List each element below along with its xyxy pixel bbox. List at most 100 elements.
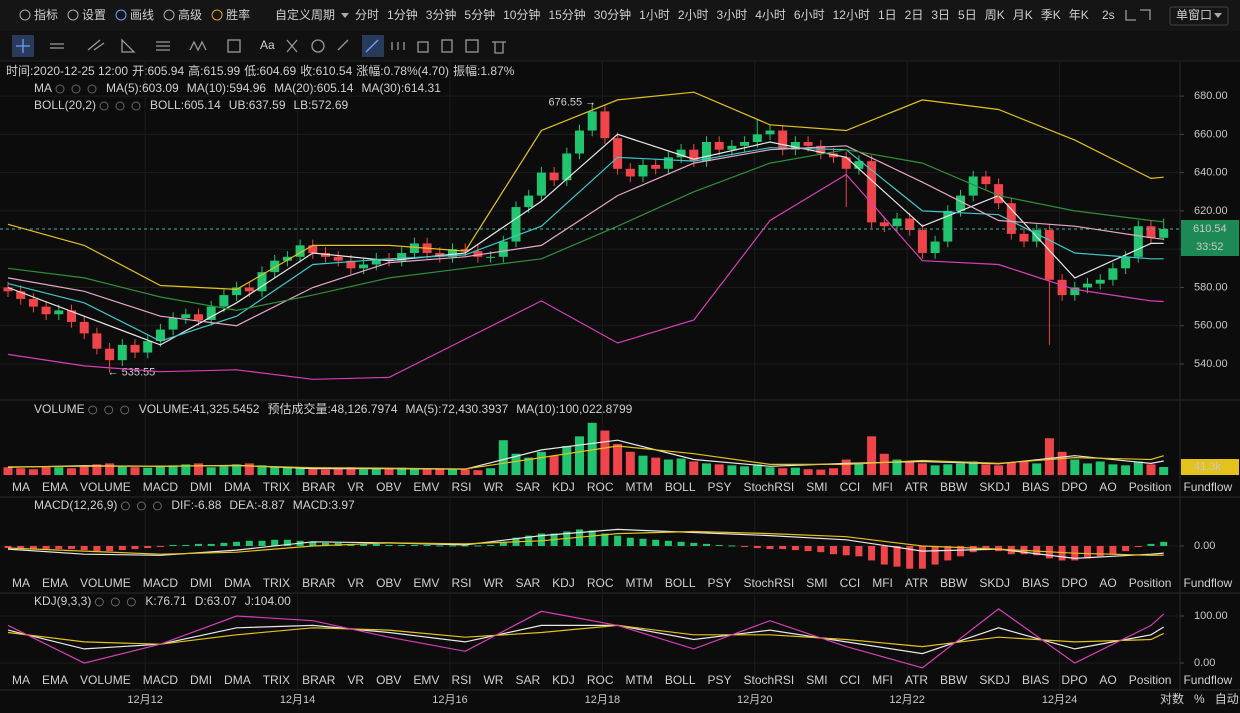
indicator-tab[interactable]: BIAS	[1022, 673, 1049, 687]
indicator-tab[interactable]: SKDJ	[979, 576, 1010, 590]
legend-icon[interactable]	[99, 101, 109, 111]
parallel-tool[interactable]	[156, 41, 170, 51]
magnet-tool[interactable]	[311, 39, 325, 53]
legend-icon[interactable]	[104, 405, 114, 415]
copy-tool[interactable]	[441, 39, 453, 53]
indicator-tab[interactable]: Position	[1129, 480, 1172, 494]
period-item[interactable]: 季K	[1041, 8, 1061, 22]
menu-item[interactable]: 设置	[82, 8, 106, 22]
indicator-tab[interactable]: BOLL	[665, 576, 696, 590]
period-item[interactable]: 10分钟	[503, 7, 540, 22]
indicator-tab[interactable]: ATR	[905, 576, 928, 590]
indicator-tab[interactable]: OBV	[376, 480, 401, 494]
indicator-tab[interactable]: TRIX	[263, 480, 290, 494]
indicator-tab[interactable]: MTM	[625, 480, 652, 494]
indicator-tab[interactable]: BOLL	[665, 673, 696, 687]
indicator-tab[interactable]: DPO	[1061, 576, 1087, 590]
trend-tool[interactable]	[87, 39, 105, 51]
indicator-tab[interactable]: StochRSI	[744, 480, 795, 494]
indicator-tab[interactable]: RSI	[451, 673, 471, 687]
indicator-tab[interactable]: Fundflow	[1183, 480, 1232, 494]
menu-icon[interactable]	[211, 9, 223, 21]
indicator-tab[interactable]: EMV	[413, 673, 439, 687]
text-tool[interactable]: Aa	[260, 38, 275, 52]
pattern-tool[interactable]	[286, 39, 298, 53]
indicator-tab[interactable]: BRAR	[302, 576, 336, 590]
indicator-tab[interactable]: DMI	[190, 576, 212, 590]
indicator-tab[interactable]: TRIX	[263, 576, 290, 590]
pen-bg[interactable]	[362, 35, 384, 57]
indicator-tab[interactable]: PSY	[708, 576, 732, 590]
axis-option[interactable]: %	[1194, 692, 1205, 706]
indicator-tab[interactable]: ROC	[587, 480, 614, 494]
indicator-tab[interactable]: WR	[483, 576, 503, 590]
refresh-rate[interactable]: 2s	[1102, 8, 1115, 22]
indicator-tab[interactable]: DMI	[190, 480, 212, 494]
crosshair-tool[interactable]	[16, 39, 30, 53]
indicator-tab[interactable]: VR	[347, 576, 364, 590]
indicator-tab[interactable]: EMA	[42, 673, 68, 687]
indicator-tab[interactable]: SAR	[515, 480, 540, 494]
menu-item[interactable]: 胜率	[226, 7, 250, 22]
dropdown-caret[interactable]	[1214, 13, 1222, 18]
indicator-tab[interactable]: BIAS	[1022, 576, 1049, 590]
legend-icon[interactable]	[126, 597, 136, 607]
legend-icon[interactable]	[71, 84, 81, 94]
window-mode[interactable]: 单窗口	[1176, 8, 1212, 22]
indicator-tab[interactable]: EMV	[413, 576, 439, 590]
menu-item[interactable]: 指标	[34, 7, 58, 22]
legend-icon[interactable]	[120, 501, 130, 511]
indicator-tab[interactable]: CCI	[840, 576, 861, 590]
menu-icon[interactable]	[19, 9, 31, 21]
period-item[interactable]: 周K	[985, 8, 1005, 22]
menu-item[interactable]: 画线	[130, 8, 154, 22]
indicator-tab[interactable]: MACD	[143, 673, 179, 687]
line-tool[interactable]	[50, 43, 64, 49]
indicator-tab[interactable]: DMA	[224, 480, 251, 494]
indicator-tab[interactable]: CCI	[840, 673, 861, 687]
indicator-tab[interactable]: DMA	[224, 576, 251, 590]
indicator-tab[interactable]: BIAS	[1022, 480, 1049, 494]
period-item[interactable]: 5日	[958, 8, 977, 22]
indicator-tab[interactable]: MACD	[143, 480, 179, 494]
indicator-tab[interactable]: DPO	[1061, 480, 1087, 494]
indicator-tab[interactable]: SAR	[515, 673, 540, 687]
indicator-tab[interactable]: DMA	[224, 673, 251, 687]
indicator-tab[interactable]: StochRSI	[744, 673, 795, 687]
indicator-tab[interactable]: PSY	[708, 480, 732, 494]
wave-tool[interactable]	[189, 40, 207, 52]
indicator-tab[interactable]: SMI	[806, 673, 827, 687]
period-item[interactable]: 年K	[1069, 8, 1089, 22]
indicator-tab[interactable]: Position	[1129, 673, 1172, 687]
legend-icon[interactable]	[136, 501, 146, 511]
menu-item[interactable]: 高级	[178, 7, 202, 22]
period-item[interactable]: 2小时	[678, 8, 709, 22]
indicator-tab[interactable]: RSI	[451, 576, 471, 590]
indicator-tab[interactable]: CCI	[840, 480, 861, 494]
indicator-tab[interactable]: MA	[12, 576, 30, 590]
indicator-tab[interactable]: SMI	[806, 576, 827, 590]
menu-icon[interactable]	[115, 9, 127, 21]
indicator-tab[interactable]: StochRSI	[744, 576, 795, 590]
indicator-tab[interactable]: DPO	[1061, 673, 1087, 687]
period-item[interactable]: 分时	[355, 8, 379, 22]
eye-tool[interactable]	[417, 41, 429, 53]
indicator-tab[interactable]: KDJ	[552, 480, 575, 494]
indicator-tab[interactable]: Position	[1129, 576, 1172, 590]
indicator-tab[interactable]: SMI	[806, 480, 827, 494]
indicator-tab[interactable]: MACD	[143, 576, 179, 590]
indicator-tab[interactable]: VOLUME	[80, 673, 131, 687]
indicator-tab[interactable]: PSY	[708, 673, 732, 687]
rect-tool[interactable]	[227, 39, 241, 53]
window-select[interactable]	[1169, 6, 1229, 26]
indicator-tab[interactable]: OBV	[376, 673, 401, 687]
period-item[interactable]: 30分钟	[594, 7, 631, 22]
indicator-tab[interactable]: BBW	[940, 480, 968, 494]
indicator-tab[interactable]: ROC	[587, 673, 614, 687]
indicator-tab[interactable]: AO	[1099, 673, 1116, 687]
angle-tool[interactable]	[121, 38, 136, 53]
indicator-tab[interactable]: MA	[12, 480, 30, 494]
lock-tool[interactable]	[391, 42, 405, 50]
legend-icon[interactable]	[131, 101, 141, 111]
indicator-tab[interactable]: MTM	[625, 576, 652, 590]
